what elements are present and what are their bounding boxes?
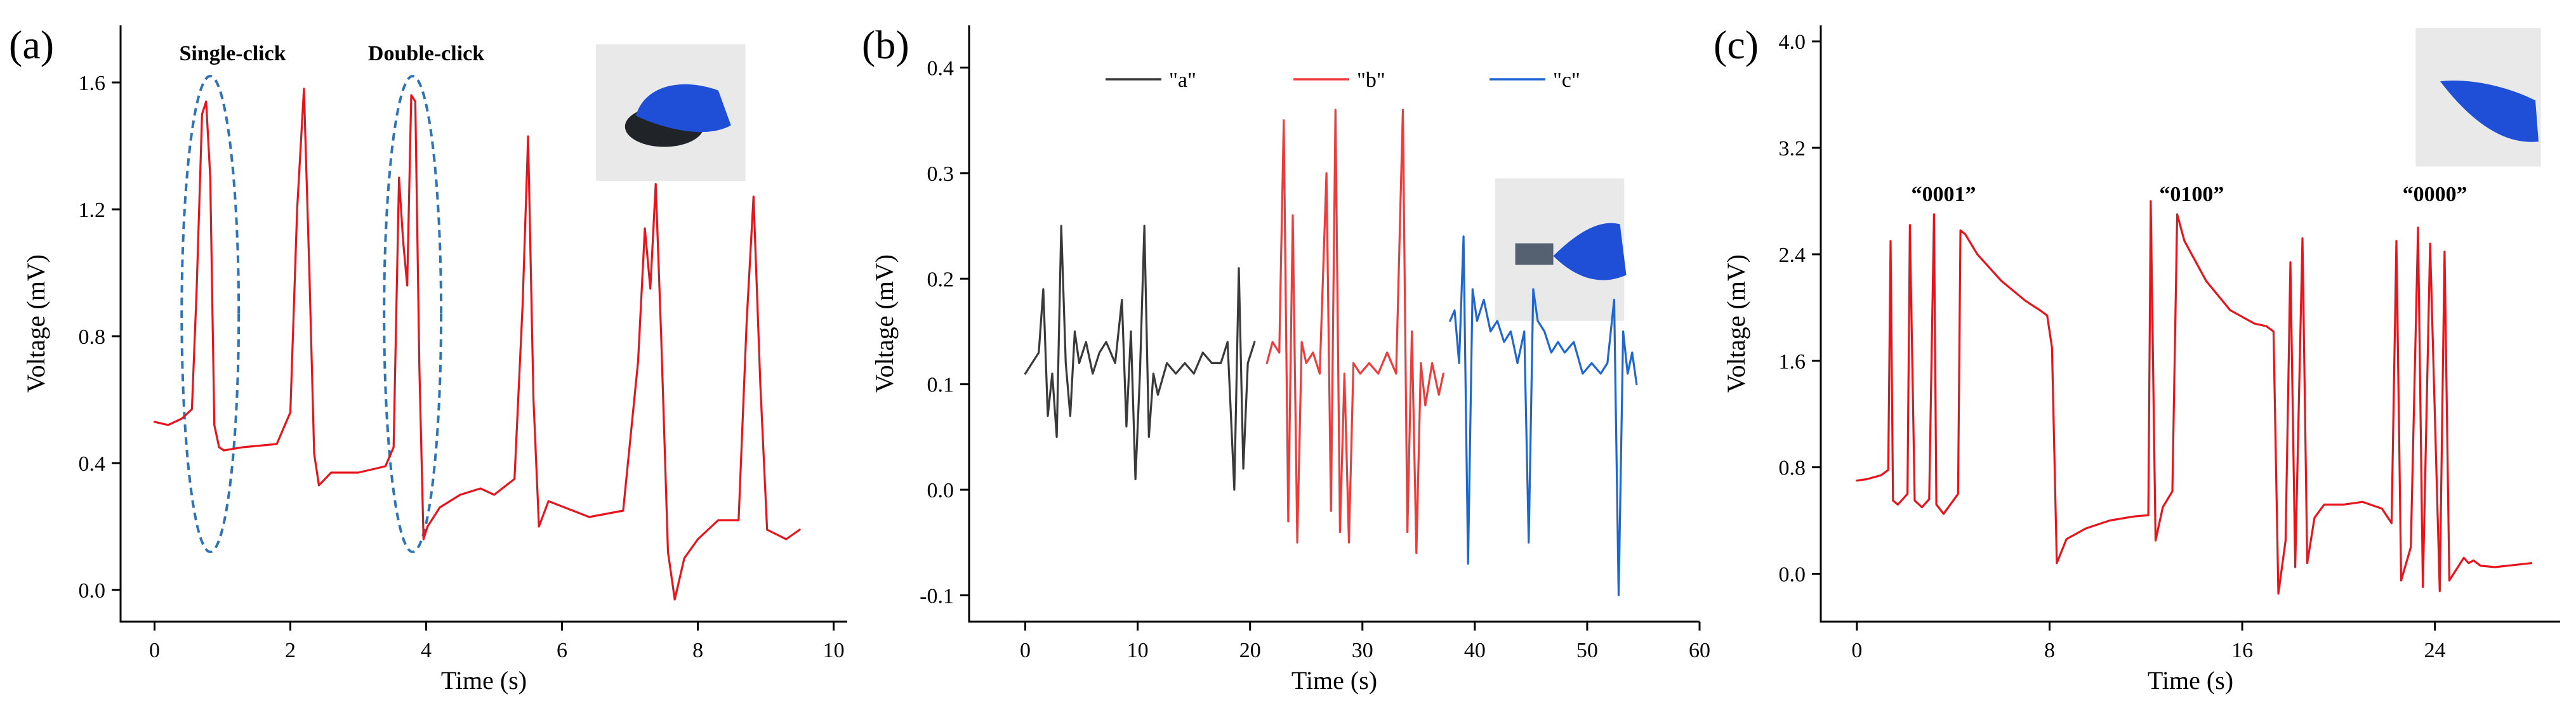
panel-c-labels: “0001” “0100” “0000” Time (s) Voltage (m… (1722, 30, 2467, 695)
y-tick-label: 1.6 (79, 72, 106, 95)
glove-shape (2440, 81, 2539, 142)
panel-a-photo (596, 44, 746, 181)
series-line-c-voltage (1856, 200, 2533, 595)
y-tick-label: 0.8 (79, 325, 106, 349)
panel-b-labels: "a" "b" "c" Time (s) Voltage (mV) 0 10 20 3… (870, 57, 1710, 695)
panel-c-axes (1812, 25, 2560, 631)
y-tick-label: 0.8 (1779, 457, 1806, 480)
x-tick-label: 20 (1239, 639, 1261, 662)
panel-c: (c) “0001” “0100” “0000” Time (s) Voltag… (1714, 22, 2560, 695)
y-tick-label: 0.2 (927, 268, 954, 291)
series-line-b (1265, 108, 1444, 554)
x-tick-label: 2 (285, 639, 296, 662)
y-tick-label: 0.4 (79, 452, 106, 476)
x-axis-title: Time (s) (2148, 666, 2233, 695)
series-line-a-voltage (153, 88, 801, 601)
panel-label-c: (c) (1714, 22, 1759, 67)
axis-frame (1820, 25, 2560, 623)
sensor-shape (1515, 243, 1554, 265)
panel-a: (a) Single-click Double-click Time (s) V… (9, 22, 847, 695)
x-tick-label: 24 (2424, 639, 2446, 662)
y-axis-title: Voltage (mV) (870, 254, 899, 393)
panel-b-axes (960, 25, 1701, 631)
panel-label-b: (b) (862, 22, 909, 67)
panel-label-a: (a) (9, 22, 54, 67)
x-tick-label: 10 (1127, 639, 1149, 662)
panel-c-series (1856, 200, 2533, 595)
y-axis-title: Voltage (mV) (1722, 254, 1750, 393)
y-axis-title: Voltage (mV) (22, 254, 50, 393)
annotation-single-click: Single-click (180, 42, 286, 65)
x-tick-label: 30 (1352, 639, 1373, 662)
legend-label-c: "c" (1553, 69, 1580, 92)
glove-shape (1553, 223, 1627, 280)
y-tick-label: 0.3 (927, 162, 954, 186)
hand-on-mouse-photo (624, 84, 731, 147)
axis-frame (119, 25, 847, 623)
x-tick-label: 8 (692, 639, 703, 662)
x-tick-label: 4 (421, 639, 432, 662)
y-tick-label: 1.2 (79, 199, 106, 222)
panel-a-axes (112, 25, 847, 631)
y-tick-label: 4.0 (1779, 30, 1806, 54)
x-tick-label: 60 (1689, 639, 1710, 662)
x-tick-label: 0 (1851, 639, 1862, 662)
x-tick-label: 0 (1020, 639, 1031, 662)
x-tick-label: 8 (2044, 639, 2055, 662)
x-tick-label: 0 (149, 639, 160, 662)
legend-label-b: "b" (1357, 69, 1385, 92)
y-tick-label: 0.0 (927, 479, 954, 502)
x-tick-label: 50 (1576, 639, 1598, 662)
annotation-double-click: Double-click (368, 42, 484, 65)
glove-shape (635, 84, 731, 133)
panel-c-photo (2415, 28, 2541, 167)
y-tick-label: 1.6 (1779, 350, 1806, 374)
y-tick-label: -0.1 (920, 584, 954, 608)
panel-a-highlights (180, 75, 443, 553)
x-tick-label: 6 (557, 639, 567, 662)
y-tick-label: 0.1 (927, 374, 954, 397)
gloved-finger-photo (2440, 81, 2539, 142)
panel-b-photo (1495, 178, 1627, 321)
y-tick-label: 2.4 (1779, 244, 1806, 267)
y-tick-label: 0.4 (927, 57, 954, 81)
x-axis-title: Time (s) (1291, 666, 1377, 695)
panel-a-series (153, 88, 801, 601)
single-click-highlight (180, 75, 241, 553)
panel-a-labels: Single-click Double-click Time (s) Volta… (22, 42, 845, 695)
double-click-highlight (383, 75, 443, 553)
series-line-a (1024, 225, 1256, 491)
y-tick-label: 0.0 (1779, 563, 1806, 586)
legend: "a" "b" "c" (1106, 69, 1580, 92)
annotation-0001: “0001” (1912, 183, 1976, 206)
y-tick-label: 3.2 (1779, 137, 1806, 160)
y-tick-label: 0.0 (79, 579, 106, 603)
series-line-c (1449, 235, 1638, 597)
hand-holding-sensor-photo (1515, 223, 1627, 280)
x-tick-label: 10 (823, 639, 845, 662)
x-tick-label: 16 (2231, 639, 2253, 662)
axis-frame (968, 25, 1700, 623)
panel-b-series (1024, 108, 1638, 597)
legend-label-a: "a" (1169, 69, 1196, 92)
panel-b: (b) "a" "b" "c" Time (s) (862, 22, 1710, 695)
annotation-0100: “0100” (2159, 183, 2224, 206)
annotation-0000: “0000” (2403, 183, 2467, 206)
x-tick-label: 40 (1464, 639, 1486, 662)
x-axis-title: Time (s) (441, 666, 527, 695)
